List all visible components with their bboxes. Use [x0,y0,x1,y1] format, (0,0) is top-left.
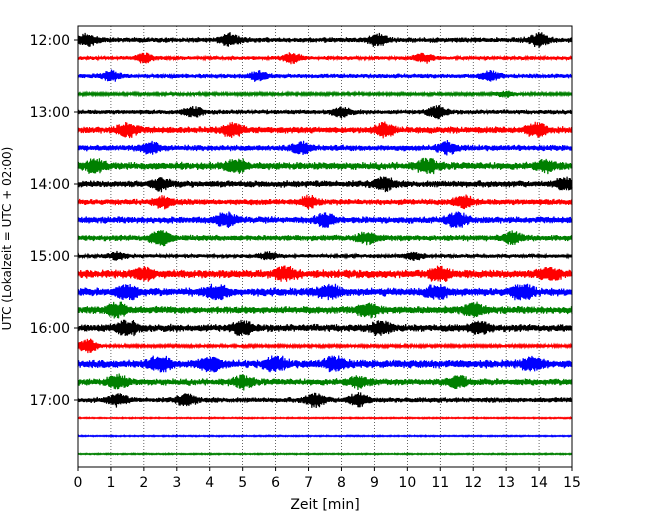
x-tick-label: 15 [563,475,581,491]
seismogram-trace [77,250,573,261]
seismogram-trace [77,211,573,228]
x-tick-label: 2 [139,475,148,491]
x-tick-label: 7 [304,475,313,491]
seismogram-trace [77,194,573,210]
seismogram-trace [77,355,573,373]
x-tick-label: 13 [497,475,515,491]
seismogram-trace [77,121,573,139]
seismogram-trace [77,433,573,438]
x-tick-label: 6 [271,475,280,491]
y-tick-label: 12:00 [30,33,70,49]
x-tick-label: 9 [370,475,379,491]
x-tick-label: 11 [431,475,449,491]
seismogram-trace [77,52,573,65]
y-tick-label: 15:00 [30,249,70,265]
y-ticks: 12:00 13:00 14:00 15:00 16:00 17:00 [30,33,78,409]
y-tick-label: 14:00 [30,177,70,193]
y-axis-label: UTC (Lokalzeit = UTC + 02:00) [0,147,14,331]
seismogram-trace [77,230,573,247]
x-tick-label: 1 [106,475,115,491]
seismogram-trace [77,32,573,49]
x-tick-label: 5 [238,475,247,491]
x-axis-label: Zeit [min] [290,497,359,513]
x-tick-label: 10 [398,475,416,491]
trace-group [77,32,573,457]
y-tick-label: 16:00 [30,321,70,337]
seismogram-trace [77,415,573,421]
seismogram-trace [77,176,573,193]
x-ticks: 0 1 2 3 4 5 6 7 8 9 10 11 12 13 14 15 [74,467,581,491]
seismogram-trace [77,69,573,82]
plot-frame [77,25,573,468]
seismogram-trace [77,373,573,391]
y-tick-label: 17:00 [30,393,70,409]
x-tick-label: 14 [530,475,548,491]
seismogram-trace [77,319,573,337]
seismogram-trace [77,392,573,409]
seismogram-trace [77,157,573,175]
seismogram-trace [77,301,573,319]
x-tick-label: 12 [464,475,482,491]
seismogram-trace [77,283,573,301]
x-tick-label: 4 [205,475,214,491]
seismogram-trace [77,452,573,457]
seismogram-trace [77,90,573,98]
y-tick-label: 13:00 [30,105,70,121]
seismogram-trace [77,265,573,283]
seismogram-trace [77,105,573,120]
seismogram-trace [77,338,573,354]
x-tick-label: 0 [74,475,83,491]
x-tick-label: 8 [337,475,346,491]
x-tick-label: 3 [172,475,181,491]
seismogram-trace [77,139,573,156]
